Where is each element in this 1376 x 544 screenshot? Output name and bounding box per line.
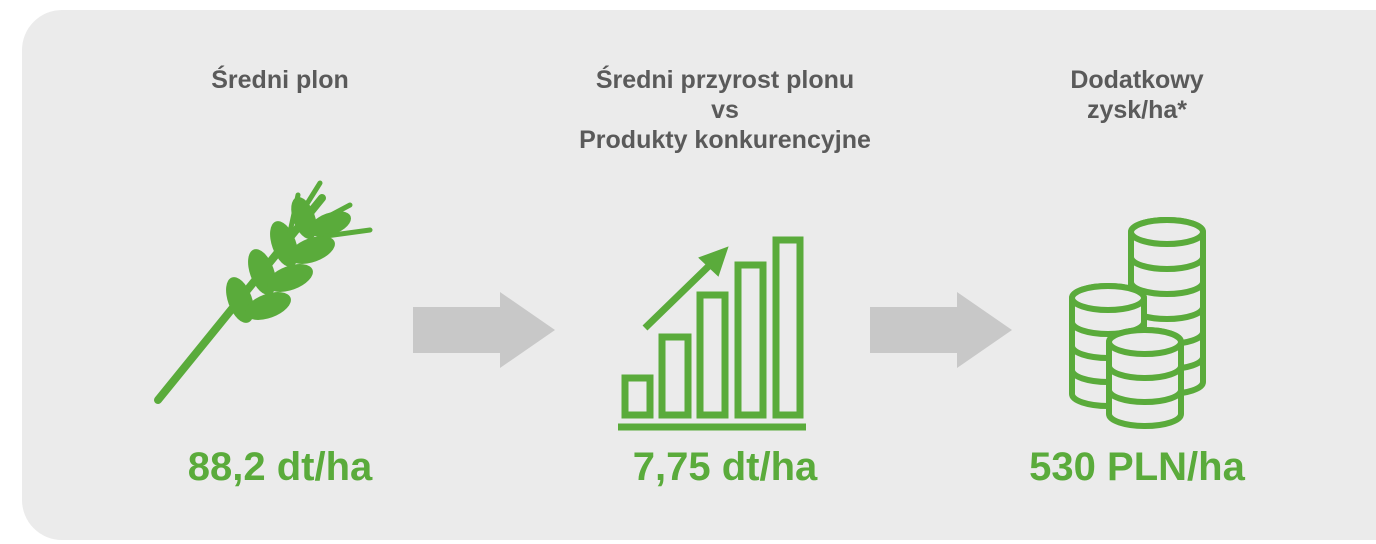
column-title: Średni plon <box>211 64 349 94</box>
coins-icon <box>1069 217 1206 429</box>
column-title: Dodatkowy <box>1070 66 1203 94</box>
coin-top <box>1128 217 1206 247</box>
growth-icon <box>618 236 806 431</box>
coin-top <box>1106 327 1184 357</box>
arrow <box>870 292 1012 368</box>
arrow <box>413 292 555 368</box>
column-title: zysk/ha* <box>1087 96 1187 124</box>
column-value: 530 PLN/ha <box>1029 445 1245 489</box>
column-title: Średni przyrost plonu <box>596 64 854 94</box>
coin-top <box>1069 283 1147 313</box>
column-title: vs <box>711 96 739 124</box>
column-title: Produkty konkurencyjne <box>579 126 871 154</box>
column-value: 7,75 dt/ha <box>633 445 818 489</box>
column-value: 88,2 dt/ha <box>188 445 373 489</box>
wheat-icon <box>154 180 373 404</box>
